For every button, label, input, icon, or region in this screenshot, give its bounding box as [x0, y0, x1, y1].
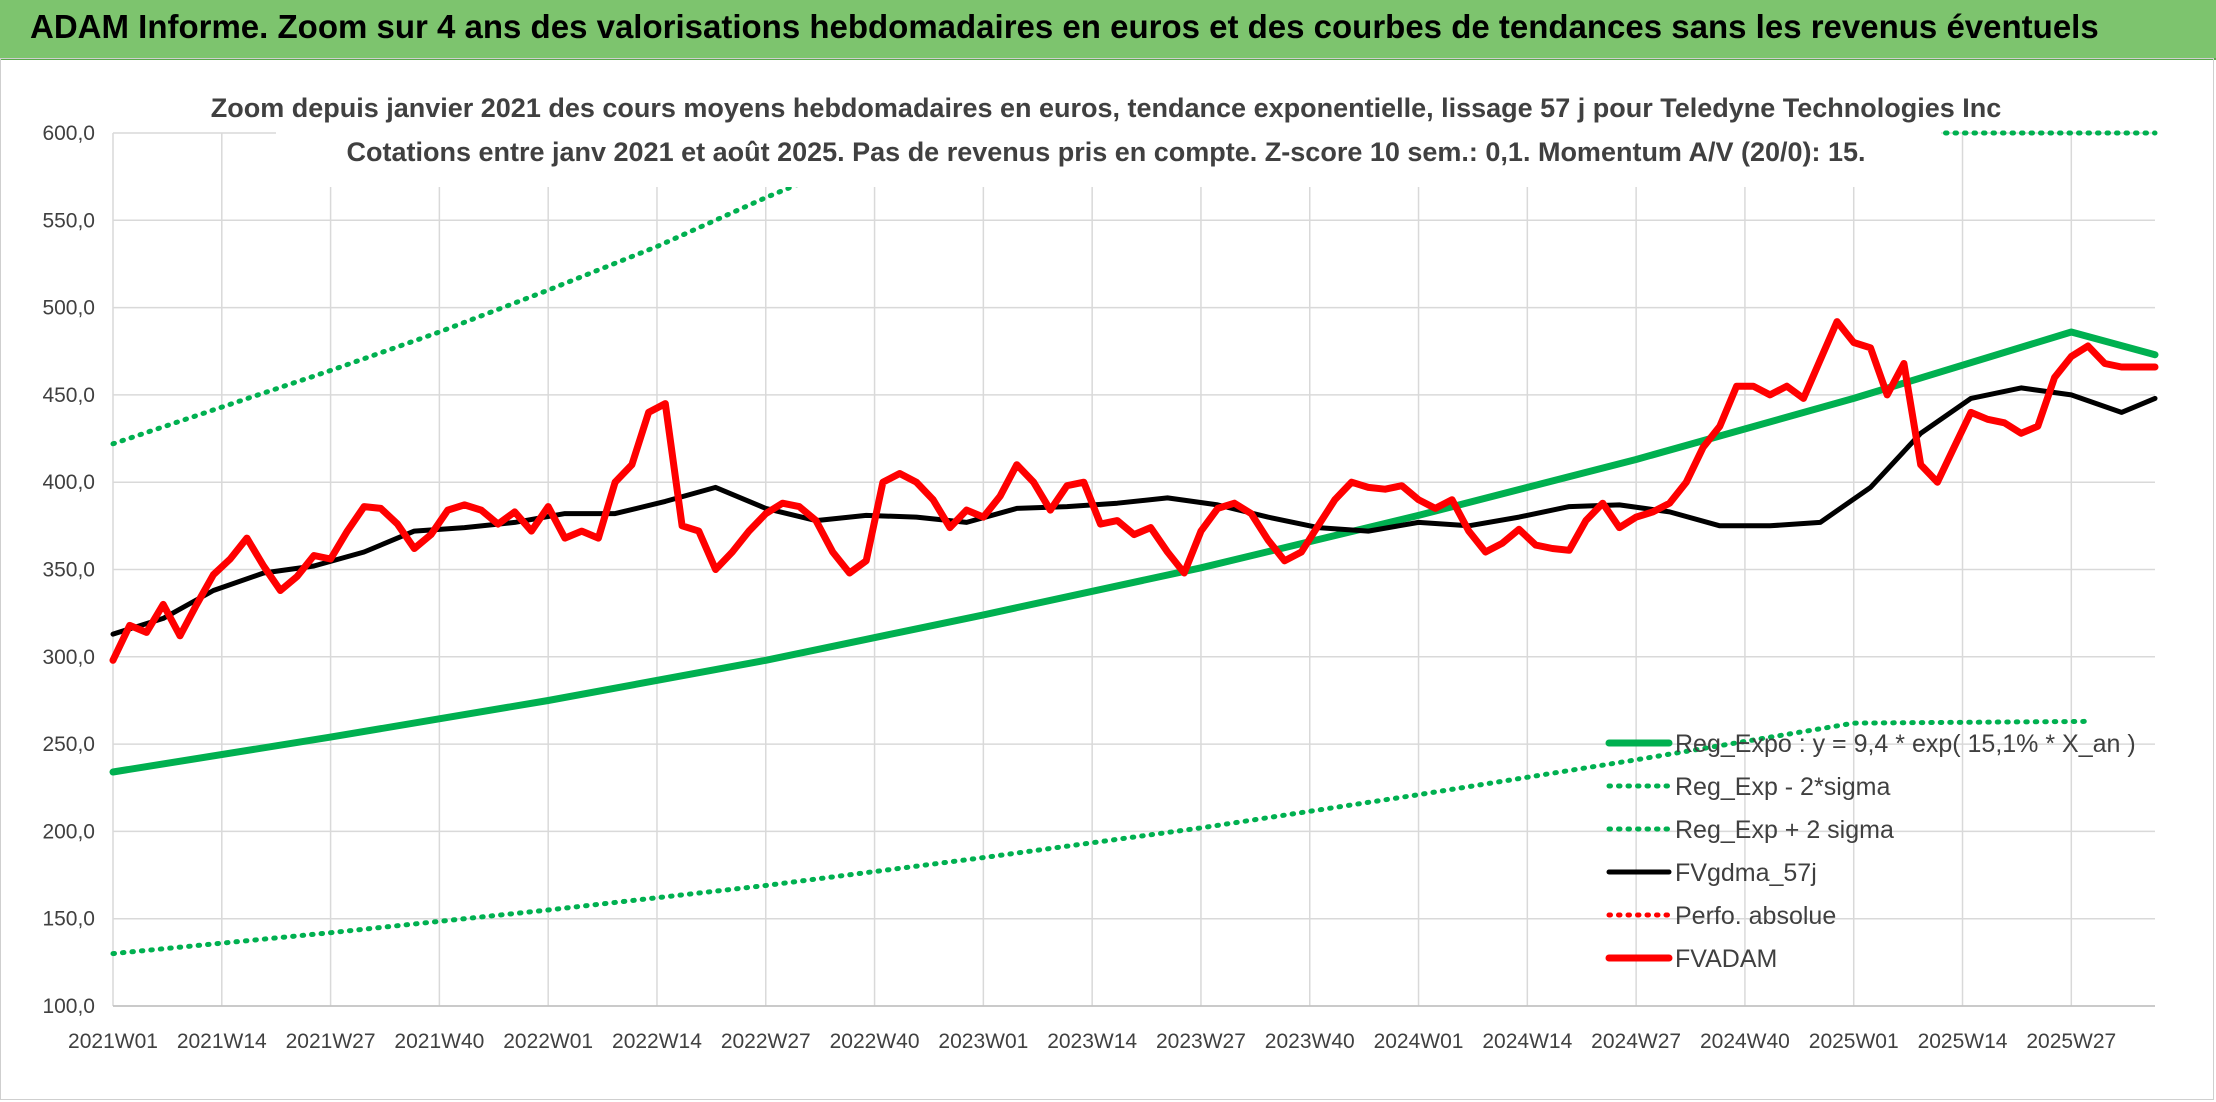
- chart-canvas: 100,0 150,0 200,0 250,0 300,0 350,0 400,0 450,0…: [42, 89, 2159, 1053]
- x-tick-label: 2023W14: [1047, 1030, 1137, 1053]
- series-reg-exp-minus-2sigma-line: [110, 718, 2091, 957]
- legend-label: Reg_Expo : y = 9,4 * exp( 15,1% * X_an ): [1675, 730, 2136, 758]
- x-tick-label: 2024W40: [1700, 1030, 1790, 1053]
- x-tick-label: 2024W01: [1374, 1030, 1464, 1053]
- x-tick-label: 2021W14: [177, 1030, 267, 1053]
- report-title: ADAM Informe. Zoom sur 4 ans des valoris…: [30, 8, 2099, 45]
- legend: Reg_Expo : y = 9,4 * exp( 15,1% * X_an )…: [1605, 730, 2136, 973]
- x-tick-label: 2022W27: [721, 1030, 811, 1053]
- y-tick-label: 300,0: [42, 646, 95, 669]
- legend-label: Reg_Exp + 2 sigma: [1675, 816, 1894, 844]
- title-background: [276, 89, 1941, 187]
- series-reg-expo-line: [109, 328, 2159, 776]
- report-banner: ADAM Informe. Zoom sur 4 ans des valoris…: [0, 0, 2216, 60]
- legend-label: Reg_Exp - 2*sigma: [1675, 773, 1890, 801]
- x-tick-label: 2025W01: [1809, 1030, 1899, 1053]
- x-tick-label: 2024W27: [1591, 1030, 1681, 1053]
- x-tick-label: 2021W01: [68, 1030, 158, 1053]
- y-tick-label: 450,0: [42, 384, 95, 407]
- chart-title-line-1: Zoom depuis janvier 2021 des cours moyen…: [211, 93, 2002, 123]
- legend-label: FVADAM: [1675, 945, 1777, 973]
- y-tick-label: 100,0: [42, 995, 95, 1018]
- x-tick-label: 2025W14: [1918, 1030, 2008, 1053]
- x-tick-label: 2023W40: [1265, 1030, 1355, 1053]
- grid-layer: [112, 132, 2155, 1007]
- series-fvadam-line: [109, 318, 2159, 664]
- y-tick-label: 500,0: [42, 297, 95, 320]
- chart-title-line-2: Cotations entre janv 2021 et août 2025. …: [346, 137, 1865, 167]
- chart-frame: 100,0 150,0 200,0 250,0 300,0 350,0 400,0 450,0…: [0, 58, 2214, 1100]
- x-tick-label: 2021W27: [286, 1030, 376, 1053]
- legend-label: FVgdma_57j: [1675, 859, 1817, 887]
- x-tick-label: 2022W01: [503, 1030, 593, 1053]
- series-fvgdma-57j-line: [110, 385, 2158, 637]
- x-tick-label: 2023W01: [938, 1030, 1028, 1053]
- y-tick-label: 350,0: [42, 559, 95, 582]
- x-tick-label: 2022W14: [612, 1030, 702, 1053]
- y-tick-label: 550,0: [42, 209, 95, 232]
- x-tick-label: 2022W40: [830, 1030, 920, 1053]
- y-tick-label: 150,0: [42, 908, 95, 931]
- y-tick-label: 200,0: [42, 820, 95, 843]
- y-tick-label: 400,0: [42, 471, 95, 494]
- x-tick-label: 2025W27: [2026, 1030, 2116, 1053]
- y-tick-label: 250,0: [42, 733, 95, 756]
- x-tick-label: 2023W27: [1156, 1030, 1246, 1053]
- x-tick-label: 2024W14: [1482, 1030, 1572, 1053]
- series-reg-exp-plus-2sigma-line: [110, 174, 819, 447]
- legend-label: Perfo. absolue: [1675, 902, 1836, 930]
- x-tick-label: 2021W40: [394, 1030, 484, 1053]
- y-tick-label: 600,0: [42, 122, 95, 145]
- series-layer: [109, 130, 2159, 957]
- axis-layer: 100,0 150,0 200,0 250,0 300,0 350,0 400,0 450,0…: [42, 122, 2155, 1053]
